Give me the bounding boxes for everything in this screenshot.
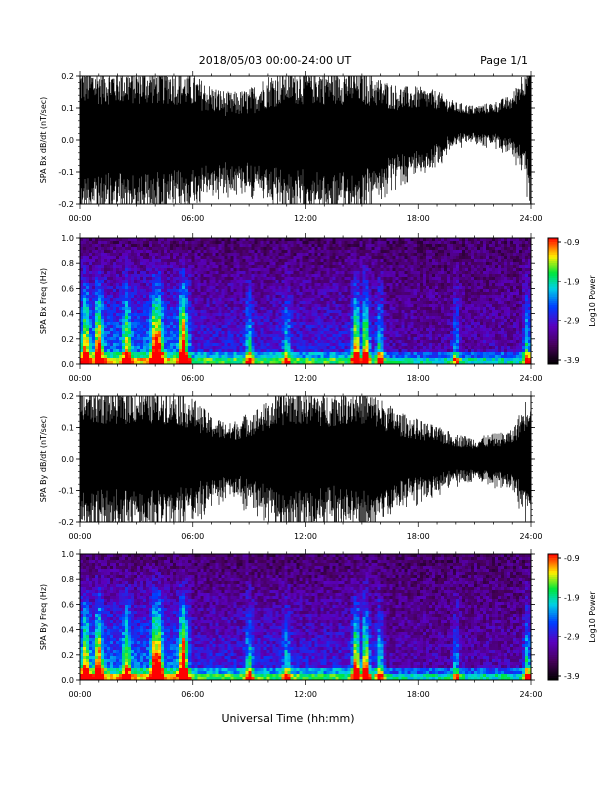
x-tick-label: 24:00: [519, 374, 542, 383]
y-tick-label: 0.1: [61, 104, 74, 113]
x-tick-label: 24:00: [519, 214, 542, 223]
x-tick-label: 06:00: [181, 214, 204, 223]
panel-by-spectrogram: -0.9 -1.9 -2.9 -3.9 Log10 Power 1.0 0.8 0.6 0.4 0…: [39, 549, 597, 699]
x-tick-label: 00:00: [68, 690, 91, 699]
x-tick-label: 18:00: [407, 690, 430, 699]
panel-by-waveform: 0.2 0.1 0.0 -0.1 -0.2 SPA By dB/dt (nT/sec) 00…: [39, 391, 543, 541]
y-tick-label: 0.2: [61, 335, 74, 344]
y-tick-label: 1.0: [61, 550, 74, 559]
colorbar-tick-label: -1.9: [564, 593, 580, 602]
x-tick-label: 06:00: [181, 690, 204, 699]
y-tick-label: 1.0: [61, 234, 74, 243]
by-spectrogram-colorbar: -0.9 -1.9 -2.9 -3.9 Log10 Power: [547, 553, 597, 681]
page-indicator: Page 1/1: [480, 54, 528, 67]
x-tick-label: 06:00: [181, 532, 204, 541]
panel-bx-spectrogram: -0.9 -1.9 -2.9 -3.9 Log10 Power 1.0 0.8 0.6 0.4 0…: [39, 233, 597, 383]
x-tick-label: 18:00: [407, 374, 430, 383]
colorbar-tick-label: -3.9: [564, 356, 580, 365]
bx-spectrogram-cells: [80, 238, 532, 365]
x-tick-label: 00:00: [68, 532, 91, 541]
by-spectrogram-cells: [80, 554, 532, 681]
y-tick-label: -0.1: [58, 168, 74, 177]
x-tick-label: 12:00: [294, 690, 317, 699]
y-tick-label: 0.8: [61, 575, 74, 584]
y-tick-label: 0.0: [61, 455, 74, 464]
x-tick-label: 24:00: [519, 532, 542, 541]
y-tick-label: 0.8: [61, 259, 74, 268]
colorbar-tick-label: -3.9: [564, 672, 580, 681]
x-tick-label: 18:00: [407, 214, 430, 223]
colorbar-label: Log10 Power: [588, 275, 597, 327]
y-tick-label: -0.1: [58, 487, 74, 496]
x-tick-label: 12:00: [294, 214, 317, 223]
colorbar-tick-label: -2.9: [564, 317, 580, 326]
panels: 0.2 0.1 0.0 -0.1 -0.2 SPA Bx dB/dt (nT/sec) 00…: [39, 71, 597, 699]
bx-spectrogram-colorbar: -0.9 -1.9 -2.9 -3.9 Log10 Power: [547, 237, 597, 365]
figure-title: 2018/05/03 00:00-24:00 UT: [199, 54, 352, 67]
colorbar-tick-label: -0.9: [564, 238, 580, 247]
bx-waveform-trace: [79, 76, 532, 204]
y-tick-label: 0.2: [61, 72, 74, 81]
colorbar-tick-label: -1.9: [564, 277, 580, 286]
y-tick-label: 0.6: [61, 600, 74, 609]
colorbar-tick-label: -0.9: [564, 554, 580, 563]
colorbar-tick-label: -2.9: [564, 633, 580, 642]
bx-spectrogram-ylabel: SPA Bx Freq (Hz): [39, 268, 48, 334]
y-tick-label: -0.2: [58, 200, 74, 209]
by-waveform-ylabel: SPA By dB/dt (nT/sec): [39, 416, 48, 503]
x-tick-label: 18:00: [407, 532, 430, 541]
y-tick-label: 0.6: [61, 284, 74, 293]
x-tick-label: 24:00: [519, 690, 542, 699]
y-tick-label: -0.2: [58, 518, 74, 527]
colorbar-label: Log10 Power: [588, 591, 597, 643]
y-tick-label: 0.4: [61, 310, 74, 319]
x-tick-label: 00:00: [68, 374, 91, 383]
y-tick-label: 0.4: [61, 626, 74, 635]
x-tick-label: 12:00: [294, 532, 317, 541]
bx-waveform-ylabel: SPA Bx dB/dt (nT/sec): [39, 97, 48, 184]
y-tick-label: 0.2: [61, 392, 74, 401]
x-tick-label: 00:00: [68, 214, 91, 223]
y-tick-label: 0.1: [61, 424, 74, 433]
panel-bx-waveform: 0.2 0.1 0.0 -0.1 -0.2 SPA Bx dB/dt (nT/sec) 00…: [39, 71, 543, 223]
y-tick-label: 0.2: [61, 651, 74, 660]
y-tick-label: 0.0: [61, 360, 74, 369]
by-spectrogram-ylabel: SPA By Freq (Hz): [39, 584, 48, 650]
x-axis-label: Universal Time (hh:mm): [222, 712, 355, 725]
y-tick-label: 0.0: [61, 136, 74, 145]
by-waveform-trace: [79, 396, 532, 522]
x-tick-label: 06:00: [181, 374, 204, 383]
y-tick-label: 0.0: [61, 676, 74, 685]
x-tick-label: 12:00: [294, 374, 317, 383]
